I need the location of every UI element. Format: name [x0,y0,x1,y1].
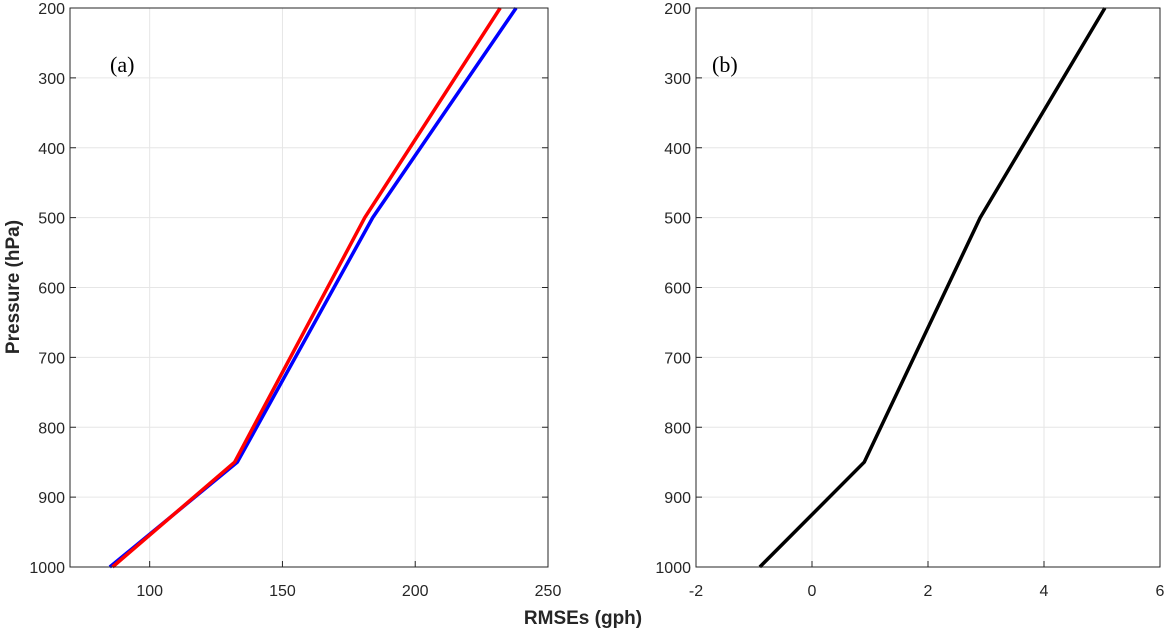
y-tick-label: 200 [38,1,65,18]
y-tick-label: 700 [38,350,65,367]
y-ticks-b: 200 300 400 500 600 700 800 900 1000 [655,1,1160,577]
x-tick-label: 200 [402,583,429,600]
x-ticks-b: -2 0 2 4 6 [689,561,1165,600]
y-tick-label: 500 [664,211,691,228]
panel-a: 100 150 200 250 200 300 400 500 600 700 800 900 100… [29,1,561,600]
y-tick-label: 400 [664,141,691,158]
y-tick-label: 300 [664,71,691,88]
y-axis-label: Pressure (hPa) [3,220,24,354]
y-tick-label: 800 [38,420,65,437]
x-tick-label: 2 [924,583,933,600]
x-ticks-a: 100 150 200 250 [136,561,561,600]
series-group-b [758,7,1107,569]
y-tick-label: 300 [38,71,65,88]
grid-a [70,7,549,568]
x-tick-label: 250 [535,583,562,600]
y-tick-label: 600 [38,281,65,298]
y-tick-label: 700 [664,350,691,367]
panel-b: -2 0 2 4 6 200 300 400 500 600 700 800 900 1000 (b) [655,1,1164,600]
y-tick-label: 600 [664,281,691,298]
x-tick-label: 4 [1040,583,1049,600]
x-tick-label: 0 [808,583,817,600]
y-tick-label: 500 [38,211,65,228]
x-tick-label: 150 [269,583,296,600]
y-tick-label: 900 [664,490,691,507]
x-tick-label: -2 [689,583,703,600]
grid-b [695,7,1161,568]
x-tick-label: 100 [136,583,163,600]
x-axis-label: RMSEs (gph) [524,608,642,629]
panel-label-a: (a) [110,52,134,77]
x-tick-label: 6 [1156,583,1165,600]
y-tick-label: 1000 [29,560,65,577]
y-tick-label: 900 [38,490,65,507]
y-ticks-a: 200 300 400 500 600 700 800 900 1000 [29,1,548,577]
y-tick-label: 1000 [655,560,691,577]
panel-label-b: (b) [712,52,738,77]
y-tick-label: 800 [664,420,691,437]
series-line-a-1 [111,7,502,569]
series-group-a [108,7,518,569]
y-tick-label: 200 [664,1,691,18]
series-line-b-0 [758,7,1107,569]
y-tick-label: 400 [38,141,65,158]
